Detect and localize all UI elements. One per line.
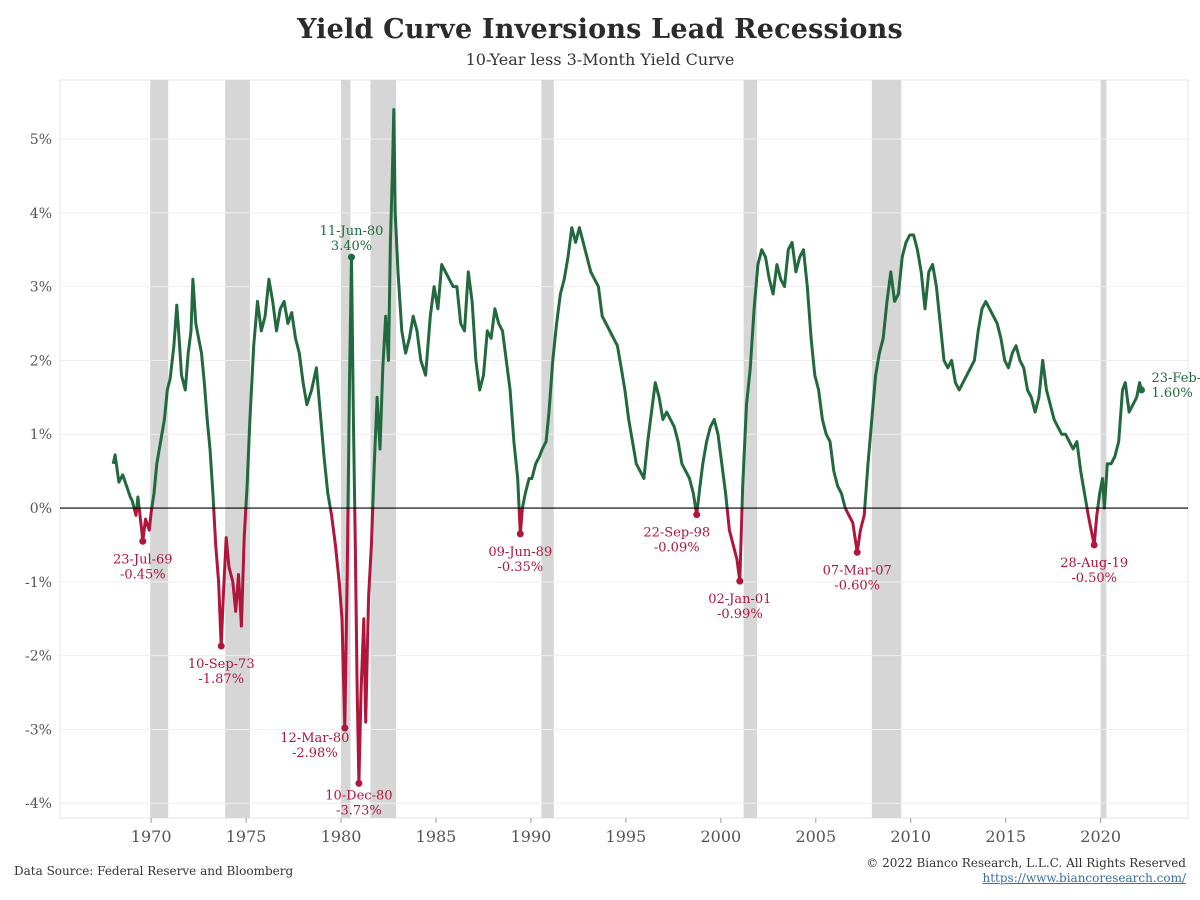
annotation-date: 23-Jul-69 <box>113 552 173 567</box>
data-source-note: Data Source: Federal Reserve and Bloombe… <box>14 864 294 878</box>
x-tick-label: 2010 <box>890 827 931 846</box>
annotation-value: -0.60% <box>834 578 880 593</box>
annotation-date: 02-Jan-01 <box>708 592 771 607</box>
annotation-date: 11-Jun-80 <box>320 224 384 239</box>
chart-subtitle: 10-Year less 3-Month Yield Curve <box>465 50 735 69</box>
annotation-value: 3.40% <box>331 239 372 254</box>
y-tick-label: -3% <box>25 722 52 738</box>
series-line-positive <box>111 108 1143 509</box>
copyright-text: © 2022 Bianco Research, L.L.C. All Right… <box>866 856 1186 870</box>
annotation-marker <box>139 537 147 545</box>
annotation-value: -0.09% <box>654 541 700 556</box>
recession-band <box>1100 80 1107 818</box>
x-tick-label: 1985 <box>416 827 457 846</box>
x-tick-label: 2020 <box>1080 827 1121 846</box>
annotation-marker <box>1090 541 1098 549</box>
annotation-date: 22-Sep-98 <box>643 526 710 541</box>
annotation-value: -3.73% <box>336 803 382 818</box>
annotation-marker <box>347 253 355 261</box>
annotation-value: -2.98% <box>292 746 338 761</box>
annotation-date: 09-Jun-89 <box>488 545 552 560</box>
annotation-marker <box>736 577 744 585</box>
y-tick-label: -2% <box>25 649 52 665</box>
x-tick-label: 2015 <box>985 827 1026 846</box>
annotation-value: -0.45% <box>120 567 166 582</box>
x-tick-label: 1995 <box>606 827 647 846</box>
annotation-marker <box>341 724 349 732</box>
annotation-value: -0.35% <box>497 560 543 575</box>
annotation-date: 12-Mar-80 <box>280 731 349 746</box>
y-tick-label: 5% <box>30 132 52 148</box>
recession-band <box>225 80 250 818</box>
x-tick-label: 2000 <box>700 827 741 846</box>
annotation-marker <box>853 548 861 556</box>
chart-title: Yield Curve Inversions Lead Recessions <box>297 14 903 45</box>
y-tick-label: 2% <box>30 353 52 369</box>
annotation-date: 10-Dec-80 <box>325 788 392 803</box>
copyright-block: © 2022 Bianco Research, L.L.C. All Right… <box>866 856 1186 886</box>
recession-band <box>341 80 351 818</box>
recession-band <box>871 80 902 818</box>
annotation-date: 23-Feb-22 <box>1151 371 1200 386</box>
x-tick-label: 1970 <box>131 827 172 846</box>
annotation-marker <box>516 530 524 538</box>
x-tick-label: 1975 <box>226 827 267 846</box>
annotation-value: -0.99% <box>717 607 763 622</box>
website-link[interactable]: https://www.biancoresearch.com/ <box>982 871 1186 885</box>
recession-band <box>541 80 554 818</box>
annotation-value: -1.87% <box>198 672 244 687</box>
annotation-value: -0.50% <box>1071 571 1117 586</box>
y-tick-label: 0% <box>30 501 52 517</box>
annotation-marker <box>693 511 701 519</box>
y-tick-label: 1% <box>30 427 52 443</box>
x-tick-label: 1990 <box>511 827 552 846</box>
annotation-date: 07-Mar-07 <box>823 563 892 578</box>
y-tick-label: -4% <box>25 796 52 812</box>
annotation-marker <box>1137 386 1145 394</box>
x-tick-label: 2005 <box>795 827 836 846</box>
x-tick-label: 1980 <box>321 827 362 846</box>
y-tick-label: -1% <box>25 575 52 591</box>
y-tick-label: 3% <box>30 280 52 296</box>
annotation-marker <box>355 779 363 787</box>
recession-band <box>743 80 757 818</box>
annotation-marker <box>217 642 225 650</box>
annotation-date: 10-Sep-73 <box>188 657 255 672</box>
annotation-value: 1.60% <box>1151 386 1192 401</box>
annotation-date: 28-Aug-19 <box>1060 556 1128 571</box>
y-tick-label: 4% <box>30 206 52 222</box>
